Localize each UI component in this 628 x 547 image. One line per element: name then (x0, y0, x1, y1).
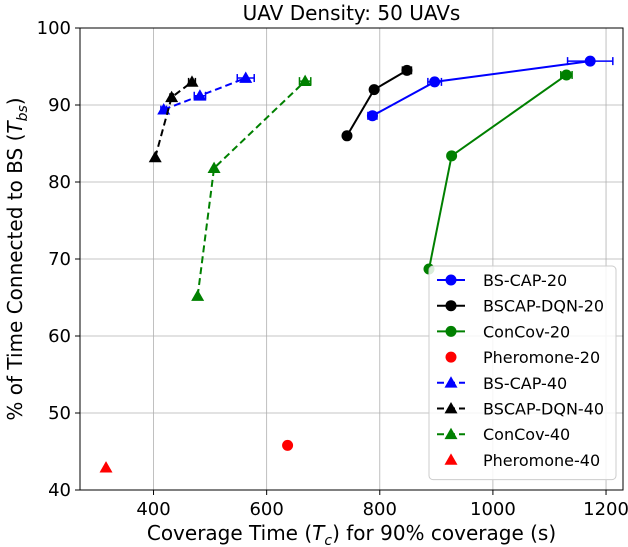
y-axis-label: % of Time Connected to BS (Tbs) (3, 97, 31, 420)
legend-item-bscap-dqn-20: BSCAP-DQN-20 (437, 297, 604, 316)
legend-marker (445, 351, 457, 363)
chart-title: UAV Density: 50 UAVs (243, 1, 461, 25)
legend-label: ConCov-40 (483, 425, 570, 444)
data-point (185, 75, 199, 87)
series-concov-20 (423, 69, 573, 275)
legend-item-pheromone-20: Pheromone-20 (445, 348, 600, 367)
data-point (368, 84, 380, 96)
data-point (446, 150, 458, 162)
y-tick-label: 90 (48, 95, 71, 116)
data-point (366, 110, 378, 122)
data-point (298, 74, 312, 87)
legend-marker (444, 376, 458, 388)
y-tick-label: 60 (48, 326, 71, 347)
x-tick-label: 1200 (583, 499, 628, 520)
series-bs-cap-20 (366, 55, 614, 122)
legend-marker (445, 300, 457, 312)
legend-item-bs-cap-20: BS-CAP-20 (437, 271, 567, 290)
series-line (346, 69, 408, 137)
legend-label: BSCAP-DQN-20 (483, 297, 604, 316)
legend: BS-CAP-20 BSCAP-DQN-20 ConCov-20 Pheromone-… (428, 265, 617, 481)
x-tick-label: 400 (136, 499, 170, 520)
x-tick-label: 600 (249, 499, 283, 520)
data-point (191, 289, 205, 301)
data-point (282, 439, 294, 451)
data-point (193, 89, 207, 101)
x-tick-label: 800 (363, 499, 397, 520)
legend-marker (444, 402, 458, 414)
x-tick-label: 1000 (470, 499, 516, 520)
data-point (401, 64, 413, 76)
y-tick-label: 40 (48, 480, 71, 501)
data-point (429, 76, 441, 88)
series-line (154, 81, 193, 158)
legend-item-bscap-dqn-40: BSCAP-DQN-40 (437, 400, 604, 419)
y-tick-label: 70 (48, 249, 71, 270)
series-concov-40 (191, 74, 312, 301)
legend-item-concov-40: ConCov-40 (437, 425, 570, 444)
series-line (196, 80, 306, 297)
y-tick-label: 50 (48, 403, 71, 424)
legend-item-pheromone-40: Pheromone-40 (444, 451, 600, 470)
y-tick-label: 80 (48, 172, 71, 193)
data-point (341, 130, 353, 142)
data-point (239, 71, 253, 83)
y-tick-label: 100 (37, 18, 71, 39)
series-pheromone-20 (282, 439, 294, 451)
series-bscap-dqn-20 (341, 64, 413, 142)
legend-marker (445, 274, 457, 286)
legend-item-concov-20: ConCov-20 (437, 322, 570, 341)
legend-marker (444, 453, 458, 465)
legend-label: Pheromone-40 (483, 451, 600, 470)
series-bscap-dqn-40 (148, 75, 199, 163)
data-point (560, 69, 572, 81)
x-axis-label: Coverage Time (Tc) for 90% coverage (s) (147, 521, 556, 547)
series-pheromone-40 (99, 461, 113, 473)
legend-marker (445, 325, 457, 337)
legend-label: BS-CAP-40 (483, 374, 567, 393)
axis-ticks: 400 600 800 1000 1200 40 50 60 70 80 90 100 (37, 18, 628, 520)
legend-box (428, 265, 617, 481)
legend-label: BS-CAP-20 (483, 271, 567, 290)
legend-label: Pheromone-20 (483, 348, 600, 367)
series-line (428, 74, 568, 270)
data-point (99, 461, 113, 473)
data-point (148, 150, 162, 163)
data-point (207, 161, 221, 174)
legend-marker (444, 427, 458, 440)
data-point (584, 55, 596, 67)
legend-item-bs-cap-40: BS-CAP-40 (437, 374, 567, 393)
data-point (165, 90, 179, 103)
legend-label: BSCAP-DQN-40 (483, 400, 604, 419)
legend-label: ConCov-20 (483, 322, 570, 341)
